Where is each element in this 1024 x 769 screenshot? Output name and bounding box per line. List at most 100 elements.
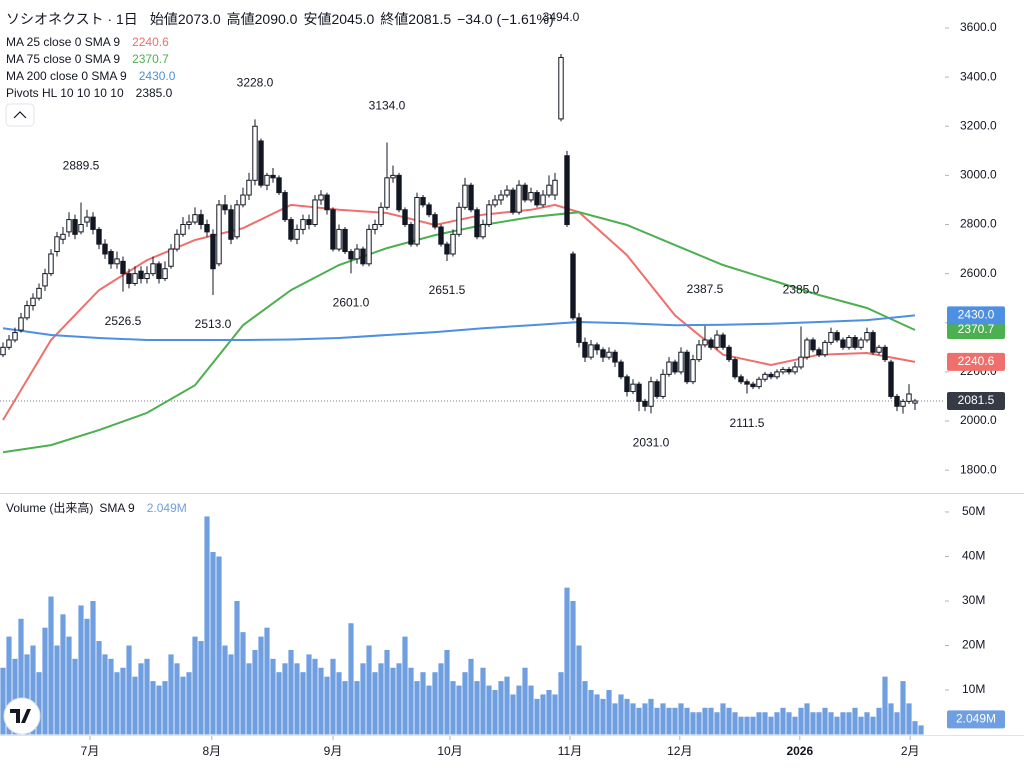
collapse-button[interactable] bbox=[5, 103, 35, 127]
candle-body bbox=[660, 373, 666, 397]
candle-body bbox=[102, 243, 108, 255]
volume-bar bbox=[168, 654, 174, 735]
volume-bar bbox=[786, 712, 792, 735]
candle-body bbox=[126, 273, 132, 284]
candle-body bbox=[762, 373, 768, 380]
volume-bar bbox=[36, 672, 42, 735]
volume-bar bbox=[564, 587, 570, 735]
volume-bar bbox=[72, 658, 78, 735]
candle-body bbox=[882, 346, 888, 361]
volume-bar bbox=[330, 658, 336, 735]
candle-body bbox=[30, 297, 36, 307]
y-tick-label: 3600.0 bbox=[960, 20, 997, 34]
candle-body bbox=[270, 174, 276, 179]
candle-body bbox=[114, 258, 120, 265]
candle-body bbox=[666, 361, 672, 375]
volume-bar bbox=[840, 712, 846, 735]
volume-bar bbox=[858, 716, 864, 735]
pivot-label: 3494.0 bbox=[543, 10, 580, 24]
volume-bar bbox=[756, 712, 762, 735]
logo-mark bbox=[10, 709, 31, 723]
candle-body bbox=[486, 204, 492, 226]
candle-body bbox=[738, 376, 744, 383]
volume-bar bbox=[624, 698, 630, 735]
volume-bar bbox=[84, 618, 90, 735]
candle-body bbox=[372, 224, 378, 230]
ohlc-label: 終値 bbox=[380, 11, 408, 27]
volume-bar bbox=[480, 667, 486, 735]
volume-bar bbox=[678, 703, 684, 735]
pivot-label: 2385.0 bbox=[783, 283, 820, 297]
volume-bar bbox=[570, 600, 576, 735]
volume-bar bbox=[396, 663, 402, 735]
volume-bar bbox=[120, 667, 126, 735]
candle-body bbox=[852, 336, 858, 348]
candle-body bbox=[378, 206, 384, 226]
candle-body bbox=[204, 224, 210, 233]
volume-bar bbox=[342, 681, 348, 735]
ohlc-value: 2090.0 bbox=[255, 11, 298, 27]
volume-bar bbox=[90, 600, 96, 735]
volume-bar bbox=[420, 672, 426, 735]
volume-bar bbox=[546, 689, 552, 735]
volume-tick-label: 20M bbox=[962, 638, 985, 652]
volume-bar bbox=[210, 552, 216, 735]
collapse-icon bbox=[13, 111, 27, 119]
volume-bar bbox=[426, 685, 432, 735]
x-tick-label: 12月 bbox=[667, 744, 692, 758]
candle-body bbox=[438, 226, 444, 245]
candle-body bbox=[480, 224, 486, 238]
volume-bar bbox=[414, 681, 420, 735]
candle-body bbox=[348, 251, 354, 260]
candle-body bbox=[168, 248, 174, 267]
x-tick-label: 9月 bbox=[324, 744, 343, 758]
volume-bar bbox=[12, 658, 18, 735]
volume-bar bbox=[252, 649, 258, 735]
candle-body bbox=[912, 400, 918, 404]
candle-body bbox=[180, 224, 186, 235]
volume-bar bbox=[432, 672, 438, 735]
candle-body bbox=[528, 192, 534, 201]
legend-name: Pivots HL 10 10 10 10 bbox=[6, 86, 124, 100]
candle-body bbox=[432, 214, 438, 228]
candle-body bbox=[342, 228, 348, 253]
volume-bar bbox=[216, 556, 222, 735]
volume-bar bbox=[672, 707, 678, 735]
volume-bar bbox=[324, 676, 330, 735]
candle-body bbox=[504, 189, 510, 196]
volume-bar bbox=[444, 649, 450, 735]
candle-body bbox=[558, 56, 564, 120]
volume-bar bbox=[834, 716, 840, 735]
candle-body bbox=[390, 174, 396, 179]
ma-badge bbox=[947, 306, 1005, 325]
candle-body bbox=[450, 233, 456, 255]
volume-bar bbox=[702, 707, 708, 735]
volume-bar bbox=[204, 516, 210, 735]
candle-body bbox=[654, 381, 660, 397]
candle-body bbox=[702, 339, 708, 346]
candle-body bbox=[288, 219, 294, 240]
ohlc-value: 2073.0 bbox=[178, 11, 221, 27]
ohlc-value: 2081.5 bbox=[408, 11, 451, 27]
candle-body bbox=[150, 263, 156, 275]
candle-body bbox=[162, 268, 168, 280]
candle-body bbox=[594, 344, 600, 351]
volume-bar bbox=[852, 707, 858, 735]
volume-bar bbox=[744, 716, 750, 735]
candle-body bbox=[474, 209, 480, 238]
volume-bar bbox=[258, 636, 264, 735]
candle-body bbox=[906, 393, 912, 402]
ma-badge-label: 2240.6 bbox=[958, 354, 995, 368]
legend-value: 2385.0 bbox=[136, 86, 173, 100]
candle-body bbox=[846, 336, 852, 348]
legend-value: 2240.6 bbox=[132, 35, 169, 49]
candle-body bbox=[726, 346, 732, 361]
candle-body bbox=[42, 273, 48, 287]
volume-badge-label: 2.049M bbox=[956, 712, 996, 726]
y-tick-label: 2800.0 bbox=[960, 217, 997, 231]
candle-body bbox=[12, 332, 18, 341]
ohlc-label: 安値 bbox=[303, 11, 331, 27]
candle-body bbox=[0, 346, 6, 356]
candle-body bbox=[246, 179, 252, 196]
volume-bar bbox=[6, 636, 12, 735]
